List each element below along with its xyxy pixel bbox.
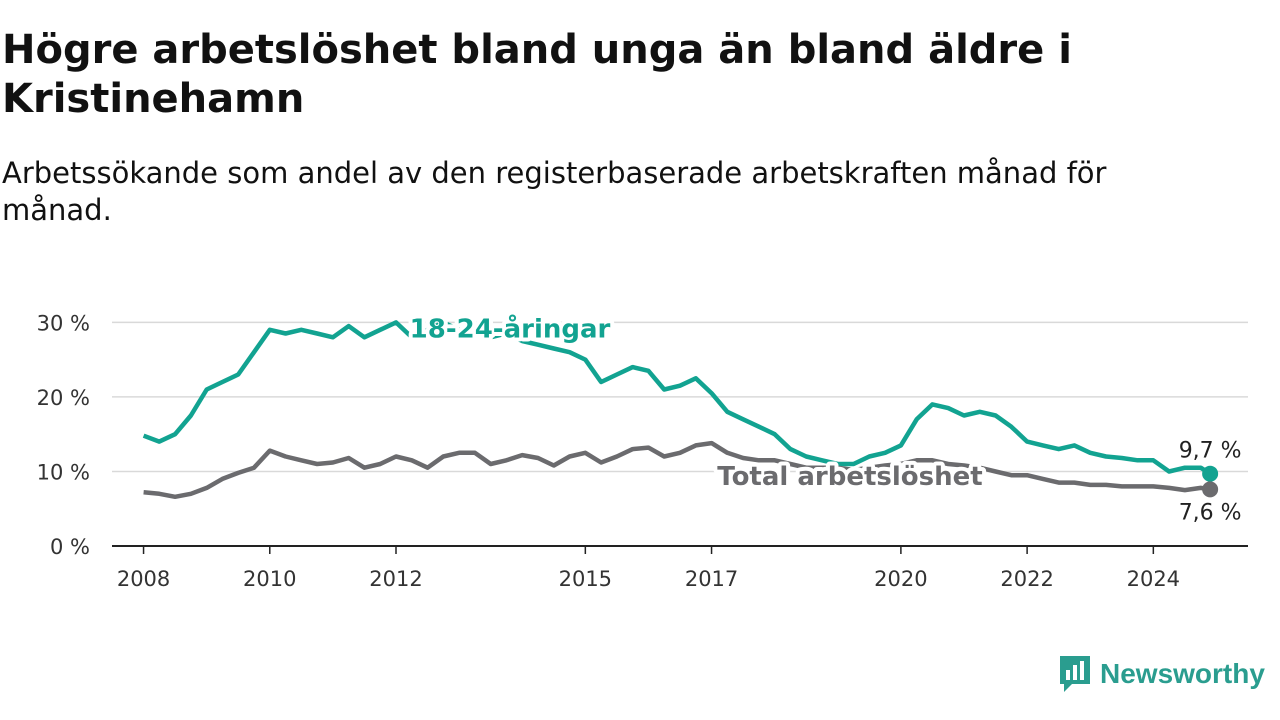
newsworthy-logo: Newsworthy <box>1058 654 1265 694</box>
y-tick-label: 30 % <box>37 311 90 335</box>
series-line-1 <box>143 440 1211 500</box>
x-axis-ticks: 2008 2010 2012 2015 2017 2020 2022 2024 <box>117 546 1180 591</box>
chart-title: Högre arbetslöshet bland unga än bland ä… <box>2 27 1072 122</box>
x-tick-label: 2022 <box>1000 567 1053 591</box>
series-end-value-label: 9,7 % <box>1179 439 1242 464</box>
series-lines <box>142 320 1219 500</box>
y-tick-label: 0 % <box>50 535 90 559</box>
y-axis-tick-labels: 0 % 10 % 20 % 30 % <box>37 311 90 559</box>
series-name-label: Total arbetslöshet <box>717 462 982 492</box>
x-tick-label: 2010 <box>243 567 296 591</box>
line-chart: 0 % 10 % 20 % 30 % 2008 2010 2012 2015 2017 2020… <box>36 308 1248 591</box>
x-tick-label: 2015 <box>559 567 612 591</box>
series-end-point <box>1202 465 1219 482</box>
x-tick-label: 2017 <box>685 567 738 591</box>
gridlines <box>112 321 1248 473</box>
series-end-point <box>1202 481 1219 498</box>
newsworthy-logo-icon <box>1060 656 1090 692</box>
series-labels: 9,7 % 7,6 % 18-24-åringar Total arbetslöshe… <box>406 308 1242 525</box>
series-name-label: 18-24-åringar <box>410 312 611 344</box>
x-tick-label: 2012 <box>369 567 422 591</box>
series-end-value-label: 7,6 % <box>1179 500 1242 525</box>
series-line-0 <box>142 320 1212 476</box>
chart-subtitle: Arbetssökande som andel av den registerb… <box>2 156 1107 227</box>
y-tick-label: 10 % <box>37 460 90 484</box>
x-tick-label: 2024 <box>1127 567 1180 591</box>
y-tick-label: 20 % <box>37 386 90 410</box>
x-tick-label: 2008 <box>117 567 170 591</box>
x-tick-label: 2020 <box>874 567 927 591</box>
brand-name: Newsworthy <box>1100 658 1265 689</box>
